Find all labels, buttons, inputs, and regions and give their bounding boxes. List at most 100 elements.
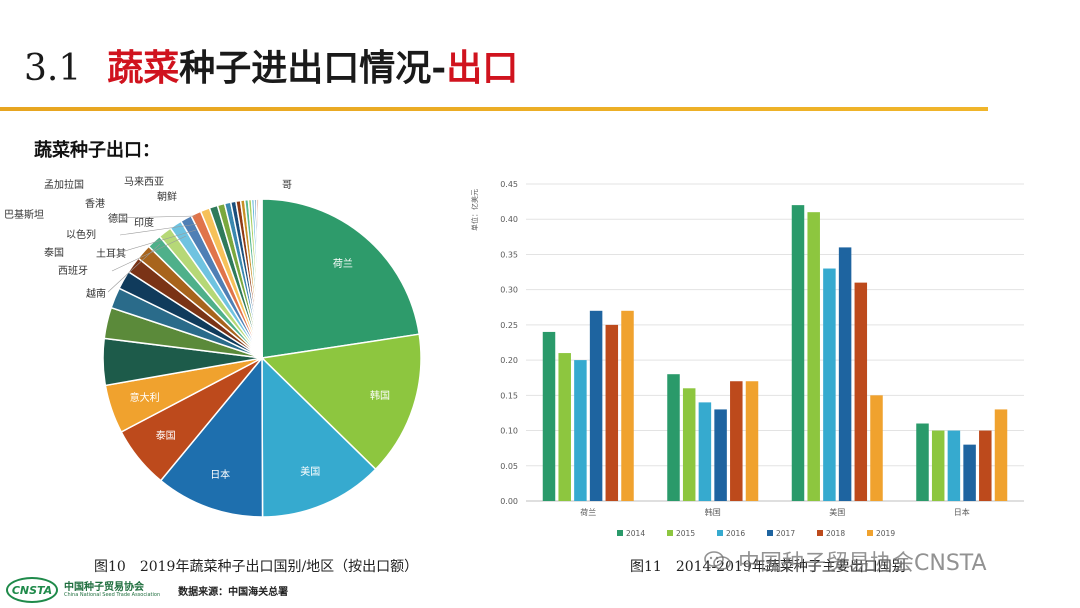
bar — [589, 310, 603, 501]
bar — [621, 310, 634, 501]
bar — [870, 395, 883, 501]
title-highlight: 蔬菜 — [107, 47, 180, 89]
bar — [605, 324, 619, 501]
y-tick-label: 0.00 — [500, 497, 518, 506]
legend-swatch — [817, 530, 823, 536]
pie-slice-label: 荷兰 — [333, 257, 353, 270]
pie-leader-line — [111, 235, 187, 272]
bar-chart: 0.00 0.05 0.10 0.15 0.20 0.25 0.30 0.35 0.40 0.45… — [470, 180, 1024, 538]
bar — [791, 205, 805, 501]
bar — [542, 331, 556, 501]
bar — [745, 381, 759, 501]
pie-slice — [159, 355, 264, 518]
y-tick-label: 0.30 — [500, 286, 518, 295]
pie-slice — [261, 356, 377, 518]
bar — [698, 402, 712, 501]
bar — [994, 409, 1008, 501]
y-tick-label: 0.35 — [500, 250, 518, 259]
y-tick-label: 0.45 — [500, 180, 518, 189]
pie-outer-label: 马来西亚 — [124, 176, 164, 188]
title-main: 种子进出口情况- — [179, 47, 447, 89]
pie-slice-label: 韩国 — [370, 389, 390, 402]
bar — [714, 409, 727, 501]
y-tick-label: 0.15 — [500, 391, 518, 400]
bar — [807, 212, 820, 501]
bar — [823, 268, 836, 501]
pie-outer-label: 印度 — [134, 216, 154, 229]
bar — [916, 423, 929, 501]
bar — [558, 353, 571, 501]
pie-outer-label: 朝鲜 — [157, 190, 177, 203]
pie-leader-line — [119, 223, 199, 236]
pie-outer-label: 香港 — [85, 198, 105, 210]
bar — [854, 282, 868, 501]
title-divider — [0, 107, 988, 111]
bar — [979, 430, 992, 501]
pie-outer-label: 以色列 — [66, 228, 96, 241]
org-name-en: China National Seed Trade Association — [64, 591, 161, 598]
pie-leader-line — [107, 243, 161, 293]
x-tick-label: 韩国 — [705, 507, 721, 517]
logo-text: CNSTA — [11, 583, 53, 597]
pie-leader-line — [115, 215, 197, 219]
legend-label: 2017 — [776, 529, 795, 538]
x-tick-label: 美国 — [829, 507, 845, 517]
legend-label: 2014 — [626, 529, 645, 538]
data-source: 数据来源：中国海关总署 — [178, 586, 289, 598]
pie-slice — [261, 198, 421, 359]
pie-leader-line — [117, 229, 197, 254]
pie-outer-label: 巴基斯坦 — [4, 208, 44, 221]
footer: CNSTA 中国种子贸易协会 China National Seed Trade… — [6, 574, 288, 606]
pie-caption: 图10 2019年蔬菜种子出口国别/地区（按出口额） — [94, 559, 419, 575]
organization: 中国种子贸易协会 China National Seed Trade Assoc… — [64, 582, 160, 599]
pie-slice — [260, 198, 263, 359]
pie-outer-label: 德国 — [108, 212, 128, 225]
wechat-icon — [704, 550, 732, 572]
pie-outer-label: 哥 — [282, 179, 292, 191]
pie-slice — [260, 333, 422, 471]
pie-outer-label: 泰国 — [44, 246, 64, 259]
x-tick-label: 日本 — [954, 507, 970, 517]
y-tick-label: 0.05 — [500, 462, 518, 471]
bar — [838, 247, 852, 501]
bar — [667, 374, 680, 501]
pie-slice-label: 日本 — [210, 468, 230, 481]
y-tick-label: 0.20 — [500, 356, 518, 365]
watermark-text: 中国种子贸易协会CNSTA — [738, 551, 987, 576]
y-axis-label: 单位：亿美元 — [470, 189, 479, 231]
legend-label: 2018 — [826, 529, 845, 538]
bar — [947, 430, 961, 501]
pie-slice-label: 美国 — [300, 465, 320, 478]
legend-swatch — [667, 530, 673, 536]
legend-swatch — [717, 530, 723, 536]
y-tick-label: 0.40 — [500, 215, 518, 224]
pie-outer-label: 越南 — [86, 287, 106, 300]
y-tick-label: 0.25 — [500, 321, 518, 330]
section-label: 蔬菜种子出口： — [34, 140, 160, 161]
slide-title: 3.1 蔬菜种子进出口情况-出口 — [24, 38, 518, 98]
y-tick-label: 0.10 — [500, 427, 518, 436]
watermark: 中国种子贸易协会CNSTA — [704, 546, 987, 576]
title-suffix: 出口 — [446, 47, 519, 89]
bar — [730, 381, 743, 501]
pie-slice-label: 意大利 — [130, 391, 160, 404]
cnsta-logo: CNSTA — [6, 577, 58, 603]
section-number: 3.1 — [24, 48, 82, 89]
pie-outer-label: 孟加拉国 — [44, 178, 84, 191]
pie-outer-label: 西班牙 — [58, 265, 88, 277]
x-tick-label: 荷兰 — [580, 507, 596, 517]
legend-swatch — [867, 530, 873, 536]
legend-label: 2019 — [876, 529, 895, 538]
legend-swatch — [767, 530, 773, 536]
org-name-cn: 中国种子贸易协会 — [64, 581, 144, 593]
legend-swatch — [617, 530, 623, 536]
bar — [931, 430, 945, 501]
bar — [963, 444, 976, 501]
pie-slice-label: 泰国 — [156, 429, 176, 442]
legend-label: 2016 — [726, 529, 745, 538]
bar — [574, 360, 587, 501]
bar-caption: 图11 2014-2019年蔬菜种子主要出口国别 — [630, 559, 906, 575]
bar — [682, 388, 696, 501]
pie-outer-label: 土耳其 — [96, 247, 126, 260]
